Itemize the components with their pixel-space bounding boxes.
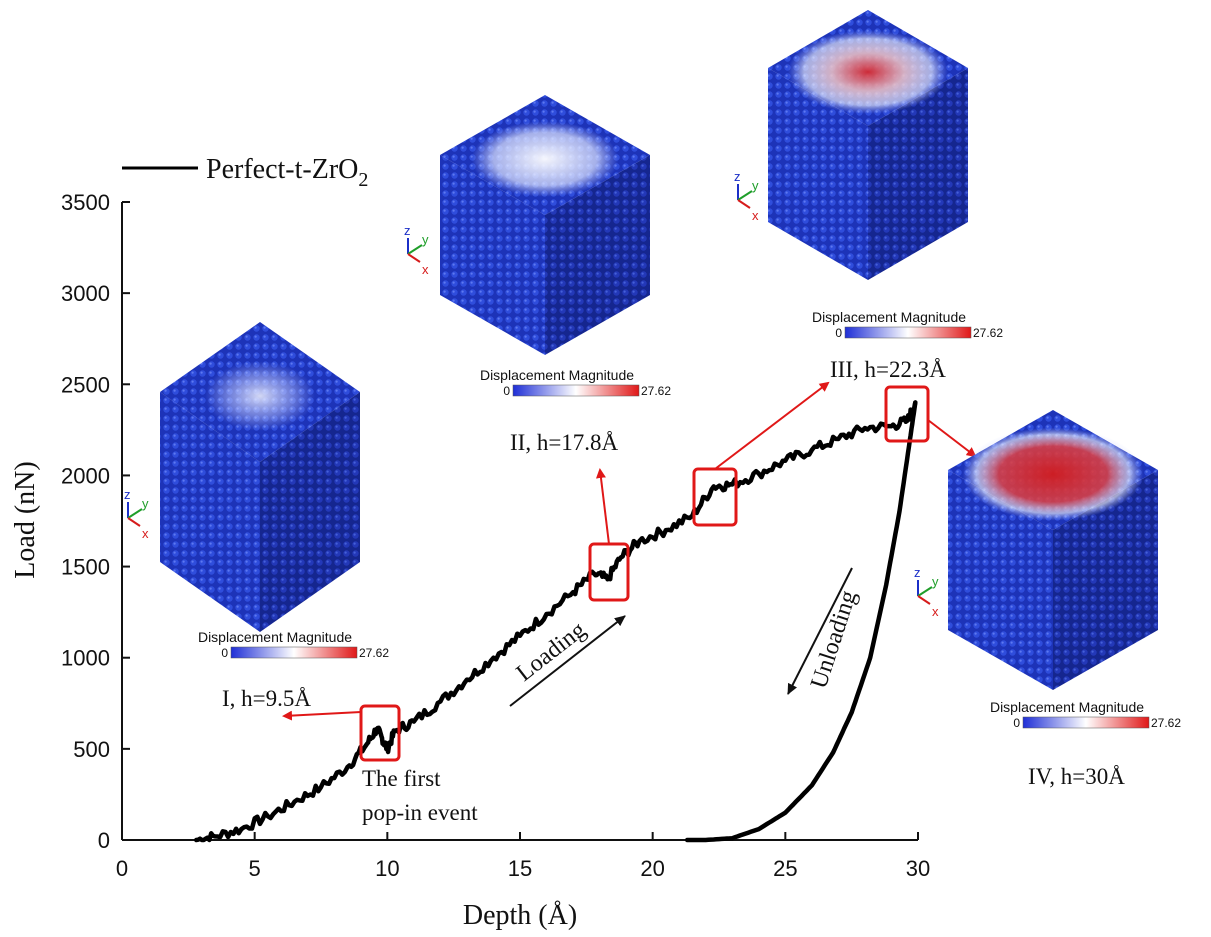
- x-tick-label: 0: [116, 856, 128, 881]
- y-tick-label: 3500: [61, 190, 110, 215]
- crystal-right-face: [545, 155, 650, 355]
- highlight-box-iv: [884, 385, 930, 443]
- arrow-to-stage-ii: [596, 468, 610, 545]
- coordinate-triad: zyx: [124, 487, 149, 541]
- svg-text:y: y: [932, 574, 939, 589]
- colorbar-min: 0: [1013, 716, 1020, 730]
- colorbar-gradient: [512, 384, 640, 397]
- coordinate-triad: zyx: [404, 223, 429, 277]
- crystal-right-face: [1053, 470, 1158, 690]
- displacement-zone: [205, 361, 315, 431]
- colorbar-max: 27.62: [641, 384, 671, 398]
- x-tick-label: 25: [773, 856, 797, 881]
- svg-text:z: z: [734, 169, 741, 184]
- stage-label-ii: II, h=17.8Å: [510, 430, 619, 455]
- displacement-zone: [962, 427, 1144, 521]
- axis-ticks: 0 5 10 15 20 25 30 0 500 1000 1500 2000 2500 3000 3500: [61, 190, 930, 881]
- colorbar-gradient: [844, 326, 972, 339]
- colorbar-max: 27.62: [1151, 716, 1181, 730]
- x-tick-label: 30: [906, 856, 930, 881]
- arrow-to-stage-iii: [714, 381, 830, 470]
- crystal-left-face: [948, 470, 1053, 690]
- unloading-curve: [684, 400, 918, 843]
- svg-text:y: y: [422, 232, 429, 247]
- svg-text:x: x: [932, 604, 939, 619]
- highlight-box-iii: [692, 467, 738, 527]
- legend: Perfect-t-ZrO2: [122, 154, 368, 191]
- coordinate-triad: zyx: [914, 565, 939, 619]
- svg-text:x: x: [422, 262, 429, 277]
- crystal-left-face: [160, 392, 260, 632]
- y-tick-label: 0: [98, 828, 110, 853]
- y-axis-title: Load (nN): [10, 461, 41, 578]
- x-tick-label: 15: [508, 856, 532, 881]
- x-tick-label: 20: [640, 856, 664, 881]
- stage-label-iv: IV, h=30Å: [1028, 764, 1125, 789]
- y-tick-label: 1000: [61, 646, 110, 671]
- svg-text:x: x: [142, 526, 149, 541]
- svg-text:y: y: [752, 178, 759, 193]
- colorbar-max: 27.62: [359, 646, 389, 660]
- popin-label-line2: pop-in event: [362, 800, 478, 825]
- svg-text:z: z: [914, 565, 921, 580]
- colorbar-max: 27.62: [973, 326, 1003, 340]
- displacement-zone: [788, 30, 948, 114]
- y-tick-label: 2500: [61, 372, 110, 397]
- colorbar-gradient: [230, 646, 358, 659]
- svg-text:z: z: [404, 223, 411, 238]
- unloading-label: Unloading: [806, 587, 862, 691]
- svg-text:x: x: [752, 208, 759, 223]
- colorbar-min: 0: [503, 384, 510, 398]
- x-tick-label: 5: [249, 856, 261, 881]
- y-tick-label: 500: [73, 737, 110, 762]
- stage-label-iii: III, h=22.3Å: [830, 357, 946, 382]
- svg-text:z: z: [124, 487, 131, 502]
- loading-curve: [194, 400, 918, 843]
- y-tick-label: 1500: [61, 555, 110, 580]
- colorbar-title: Displacement Magnitude: [990, 699, 1144, 715]
- crystal-right-face: [868, 68, 968, 280]
- coordinate-triad: zyx: [734, 169, 759, 223]
- popin-label-line1: The first: [362, 766, 441, 791]
- highlight-box-i: [359, 704, 401, 762]
- arrow-to-stage-iv: [927, 419, 977, 458]
- colorbar-title: Displacement Magnitude: [198, 629, 352, 645]
- y-tick-label: 3000: [61, 281, 110, 306]
- displacement-zone: [471, 121, 619, 197]
- crystal-left-face: [768, 68, 868, 280]
- colorbar-gradient: [1022, 716, 1150, 729]
- y-tick-label: 2000: [61, 463, 110, 488]
- stage-label-i: I, h=9.5Å: [222, 686, 311, 711]
- colorbar-title: Displacement Magnitude: [480, 367, 634, 383]
- x-tick-label: 10: [375, 856, 399, 881]
- colorbar-title: Displacement Magnitude: [812, 309, 966, 325]
- legend-entry-perfect-t-zro2: Perfect-t-ZrO2: [206, 154, 368, 191]
- unloading-arrow: [787, 567, 853, 695]
- crystal-left-face: [440, 155, 545, 355]
- svg-text:y: y: [142, 496, 149, 511]
- colorbar-min: 0: [835, 326, 842, 340]
- arrow-to-stage-i: [282, 710, 362, 721]
- loading-arrow: [509, 615, 626, 707]
- crystal-right-face: [260, 392, 360, 632]
- x-axis-title: Depth (Å): [463, 900, 577, 931]
- colorbar-min: 0: [221, 646, 228, 660]
